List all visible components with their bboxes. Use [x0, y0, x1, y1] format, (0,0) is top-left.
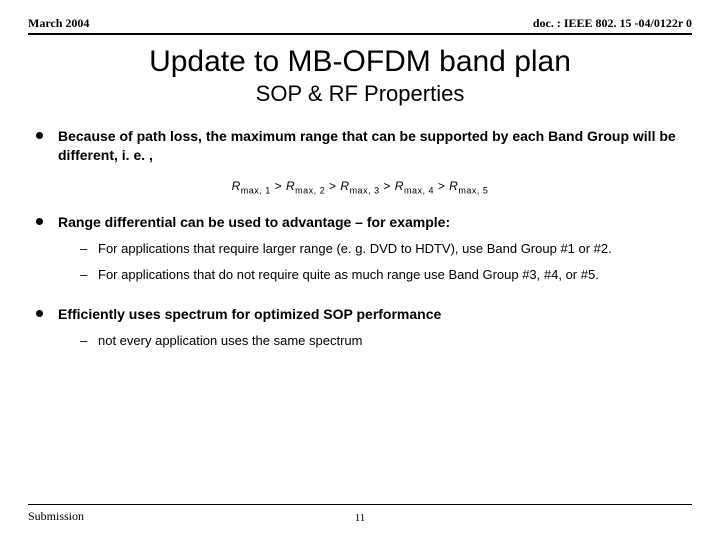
bullet-text: Efficiently uses spectrum for optimized … — [58, 306, 441, 322]
formula-r: R — [395, 179, 404, 193]
sub-bullet-item: For applications that do not require qui… — [80, 266, 692, 284]
sub-bullet-item: For applications that require larger ran… — [80, 240, 692, 258]
formula-r: R — [286, 179, 295, 193]
header-doc-id: doc. : IEEE 802. 15 -04/0122r 0 — [533, 16, 692, 31]
slide-container: March 2004 doc. : IEEE 802. 15 -04/0122r… — [0, 0, 720, 540]
range-inequality: Rmax, 1 > Rmax, 2 > Rmax, 3 > Rmax, 4 > … — [28, 179, 692, 195]
formula-gt: > — [271, 179, 286, 193]
bullet-text: Range differential can be used to advant… — [58, 214, 450, 230]
footer-right-spacer — [689, 509, 692, 524]
formula-sub: max, — [350, 185, 375, 195]
bullet-item: Range differential can be used to advant… — [36, 213, 692, 283]
slide-title: Update to MB-OFDM band plan — [28, 45, 692, 79]
slide-subtitle: SOP & RF Properties — [28, 81, 692, 107]
formula-r: R — [449, 179, 458, 193]
formula-r: R — [232, 179, 241, 193]
formula-gt: > — [325, 179, 340, 193]
formula-sub: max, — [404, 185, 429, 195]
formula-gt: > — [380, 179, 395, 193]
sub-bullet-item: not every application uses the same spec… — [80, 332, 692, 350]
bullet-list: Because of path loss, the maximum range … — [28, 127, 692, 165]
formula-sub: max, — [458, 185, 483, 195]
bullet-list: Range differential can be used to advant… — [28, 213, 692, 349]
bullet-item: Efficiently uses spectrum for optimized … — [36, 305, 692, 349]
formula-r: R — [340, 179, 349, 193]
footer: Submission 11 — [28, 504, 692, 524]
formula-sub: max, — [241, 185, 266, 195]
sub-bullet-list: For applications that require larger ran… — [58, 240, 692, 283]
footer-left: Submission — [28, 509, 84, 524]
bullet-item: Because of path loss, the maximum range … — [36, 127, 692, 165]
header-row: March 2004 doc. : IEEE 802. 15 -04/0122r… — [28, 16, 692, 31]
page-number: 11 — [355, 512, 366, 524]
footer-row: Submission 11 — [28, 509, 692, 524]
formula-gt: > — [434, 179, 449, 193]
sub-bullet-list: not every application uses the same spec… — [58, 332, 692, 350]
bullet-text: Because of path loss, the maximum range … — [58, 128, 676, 163]
footer-rule — [28, 504, 692, 505]
header-rule — [28, 33, 692, 35]
formula-sub: max, — [295, 185, 320, 195]
header-date: March 2004 — [28, 16, 89, 31]
